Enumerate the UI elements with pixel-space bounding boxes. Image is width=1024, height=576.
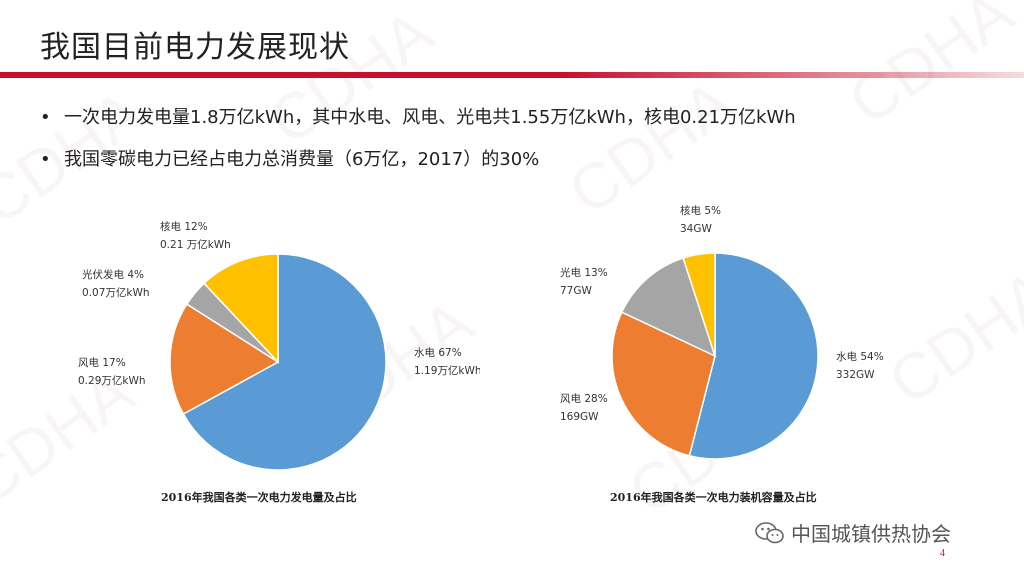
bullet-list: • 一次电力发电量1.8万亿kWh，其中水电、风电、光电共1.55万亿kWh，核…	[40, 104, 796, 188]
chart-caption-capacity: 2016年我国各类一次电力装机容量及占比	[610, 491, 817, 504]
footer-brand-text: 中国城镇供热协会	[791, 522, 951, 546]
pie-slice-label-0: 水电 67%	[414, 346, 462, 359]
pie-slice-label-1: 风电 17%	[78, 356, 126, 369]
watermark: CDHA	[835, 0, 1024, 139]
pie-slice-value-3: 34GW	[680, 223, 712, 235]
pie-chart-capacity: 水电 54% 332GW 风电 28% 169GW 光电 13% 77GW 核电 5% 34G…	[540, 200, 940, 480]
pie-slice-value-1: 169GW	[560, 411, 599, 423]
pie-slice-value-2: 0.07万亿kWh	[82, 286, 150, 299]
bullet-text: 一次电力发电量1.8万亿kWh，其中水电、风电、光电共1.55万亿kWh，核电0…	[64, 107, 796, 128]
pie-slice-2	[620, 257, 717, 358]
pie-slice-0	[182, 253, 387, 471]
page-number: 4	[940, 548, 945, 559]
pie-slice-label-0: 水电 54%	[836, 350, 884, 363]
chart-caption-generation: 2016年我国各类一次电力发电量及占比	[161, 491, 357, 504]
pie-slice-1	[611, 311, 716, 457]
wechat-icon	[755, 521, 784, 543]
pie-slice-label-1: 风电 28%	[560, 392, 608, 405]
pie-slice-value-0: 1.19万亿kWh	[414, 364, 480, 377]
bullet-icon: •	[40, 107, 51, 128]
footer-brand: 中国城镇供热协会	[755, 518, 951, 547]
pie-slice-3	[203, 253, 279, 364]
pie-chart-capacity-svg: 水电 54% 332GW 风电 28% 169GW 光电 13% 77GW 核电 5% 34G…	[560, 204, 884, 460]
title-underline	[0, 72, 1024, 78]
bullet-item: • 我国零碳电力已经占电力总消费量（6万亿，2017）的30%	[40, 146, 796, 188]
pie-slice-label-2: 光电 13%	[560, 266, 608, 279]
bullet-item: • 一次电力发电量1.8万亿kWh，其中水电、风电、光电共1.55万亿kWh，核…	[40, 104, 796, 146]
pie-chart-generation: 水电 67% 1.19万亿kWh 风电 17% 0.29万亿kWh 光伏发电 4% 0.0…	[60, 200, 480, 480]
slide-title: 我国目前电力发展现状	[40, 30, 350, 65]
bullet-icon: •	[40, 149, 51, 170]
pie-slice-0	[688, 252, 819, 460]
pie-slice-label-2: 光伏发电 4%	[82, 268, 144, 281]
pie-chart-generation-svg: 水电 67% 1.19万亿kWh 风电 17% 0.29万亿kWh 光伏发电 4% 0.0…	[78, 220, 480, 471]
pie-slice-label-3: 核电 5%	[680, 204, 721, 217]
bullet-text: 我国零碳电力已经占电力总消费量（6万亿，2017）的30%	[64, 149, 540, 170]
pie-slice-value-3: 0.21 万亿kWh	[160, 238, 231, 251]
pie-slice-1	[169, 303, 280, 416]
pie-slice-label-3: 核电 12%	[160, 220, 208, 233]
pie-slice-value-0: 332GW	[836, 369, 875, 381]
pie-slice-3	[682, 252, 716, 357]
pie-slice-value-1: 0.29万亿kWh	[78, 374, 146, 387]
pie-slice-value-2: 77GW	[560, 285, 592, 297]
